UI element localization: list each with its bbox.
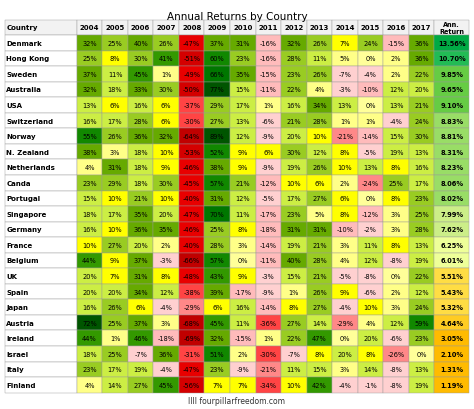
Text: IIII fourpillarfreedom.com: IIII fourpillarfreedom.com [189, 396, 285, 405]
Text: Annual Returns by Country: Annual Returns by Country [167, 12, 307, 22]
